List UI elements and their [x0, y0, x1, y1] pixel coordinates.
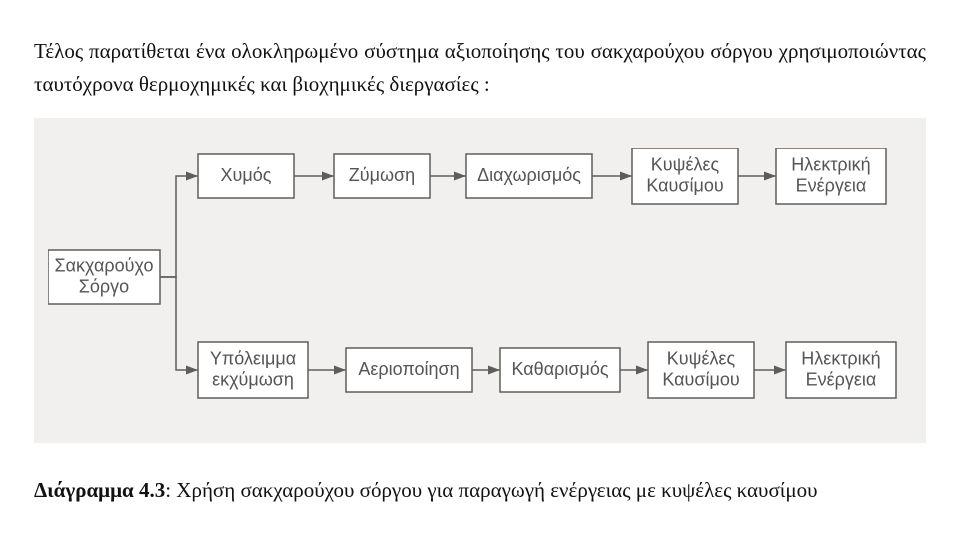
flow-node: Ζύμωση: [334, 154, 430, 198]
flow-node-label: Ηλεκτρική: [801, 349, 880, 369]
flow-node-label: Καυσίμου: [646, 175, 723, 195]
flow-node-label: Ενέργεια: [796, 175, 867, 195]
flow-node-label: Σόργο: [79, 276, 129, 296]
flow-node: ΗλεκτρικήΕνέργεια: [786, 342, 896, 398]
flow-node-label: Ζύμωση: [349, 165, 415, 185]
flow-node: ΗλεκτρικήΕνέργεια: [776, 148, 886, 204]
flowchart: ΣακχαρούχοΣόργο Χυμός Ζύμωση Διαχωρισμός Κυψ…: [48, 148, 912, 413]
intro-paragraph: Τέλος παρατίθεται ένα ολοκληρωμένο σύστη…: [34, 35, 926, 100]
flow-node-label: Ηλεκτρική: [791, 155, 870, 175]
flow-node-label: εκχύμωση: [212, 369, 294, 389]
flow-node-label: Αεριοποίηση: [358, 359, 459, 379]
flow-node-label: Κυψέλες: [651, 155, 720, 175]
flow-node: Καθαρισμός: [500, 348, 620, 392]
flow-node-label: Καυσίμου: [662, 369, 739, 389]
flow-connector: [160, 277, 198, 370]
flow-node-label: Καθαρισμός: [511, 359, 608, 379]
flow-node-label: Ενέργεια: [806, 369, 877, 389]
flow-node: ΚυψέλεςΚαυσίμου: [632, 148, 738, 204]
caption-label: Διάγραμμα 4.3: [34, 478, 165, 502]
flow-node-label: Χυμός: [221, 165, 272, 185]
flow-node-label: Κυψέλες: [667, 349, 736, 369]
flow-node-label: Σακχαρούχο: [55, 256, 154, 276]
caption-text: : Χρήση σακχαρούχου σόργου για παραγωγή …: [165, 478, 817, 502]
flow-node-label: Διαχωρισμός: [477, 165, 581, 185]
flow-connector: [160, 176, 198, 277]
diagram-container: ΣακχαρούχοΣόργο Χυμός Ζύμωση Διαχωρισμός Κυψ…: [34, 118, 926, 443]
flow-node: ΚυψέλεςΚαυσίμου: [648, 342, 754, 398]
flow-node: Διαχωρισμός: [466, 154, 592, 198]
diagram-caption: Διάγραμμα 4.3: Χρήση σακχαρούχου σόργου …: [34, 475, 926, 507]
flow-node: Υπόλειμμαεκχύμωση: [198, 342, 308, 398]
flow-node: Αεριοποίηση: [346, 348, 472, 392]
flow-node-label: Υπόλειμμα: [210, 349, 296, 369]
flow-node: ΣακχαρούχοΣόργο: [48, 250, 160, 304]
flow-node: Χυμός: [198, 154, 294, 198]
